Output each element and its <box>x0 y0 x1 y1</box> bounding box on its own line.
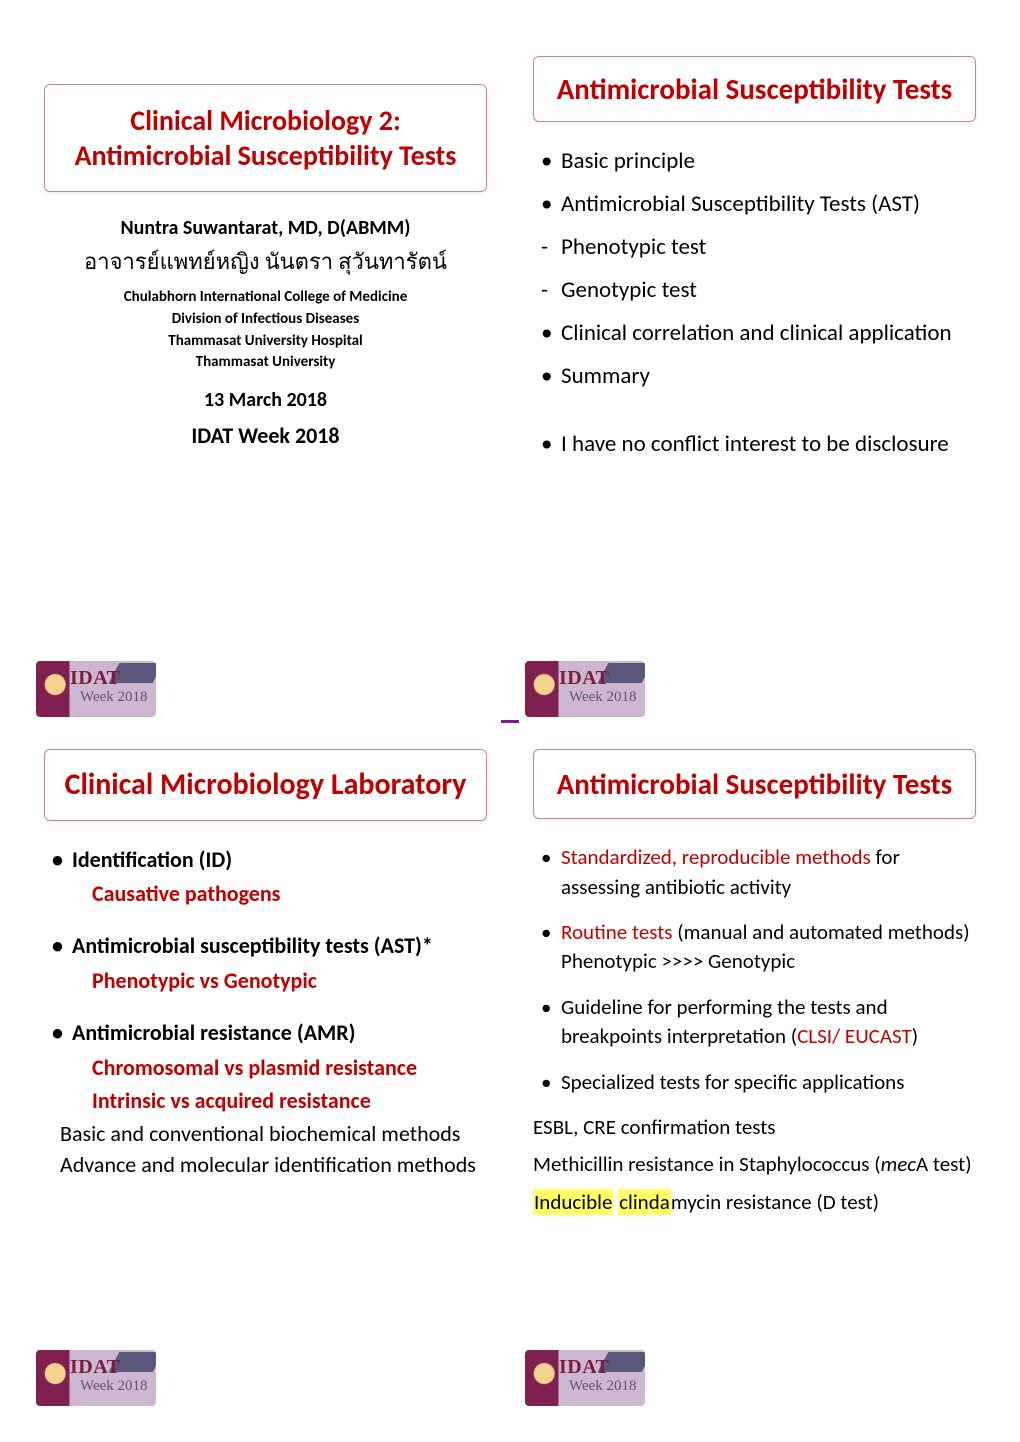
affiliation-line: Thammasat University Hospital <box>38 331 493 353</box>
list-item: Clinical correlation and clinical applic… <box>539 318 974 349</box>
logo-background: IDAT Week 2018 <box>36 661 156 717</box>
idat-week-logo: IDAT Week 2018 <box>525 661 645 717</box>
slide-4-ast: Antimicrobial Susceptibility Tests Stand… <box>519 737 990 1412</box>
author-block: Nuntra Suwantarat, MD, D(ABMM) อาจารย์แพ… <box>38 216 493 449</box>
slide-title: Clinical Microbiology Laboratory <box>51 766 480 804</box>
slide-title-box: Antimicrobial Susceptibility Tests <box>533 749 976 819</box>
disclosure-line: I have no conflict interest to be disclo… <box>539 429 974 460</box>
highlighted-text: Inducible <box>533 1189 613 1215</box>
topic-subline: Causative pathogens <box>92 880 493 907</box>
slide-title-line: Antimicrobial Susceptibility Tests <box>55 138 476 173</box>
list-item: Summary <box>539 361 974 392</box>
topic-head: Antimicrobial resistance (AMR) <box>50 1018 485 1048</box>
idat-week-logo: IDAT Week 2018 <box>36 661 156 717</box>
specialized-test-line: Methicillin resistance in Staphylococcus… <box>533 1150 982 1179</box>
ast-list: Standardized, reproducible methods for a… <box>527 843 982 1097</box>
presentation-date: 13 March 2018 <box>38 388 493 412</box>
plain-text: (manual and automated methods) <box>673 919 970 945</box>
logo-text-top: IDAT <box>559 1356 610 1379</box>
plain-text: mycin resistance (D test) <box>671 1189 879 1215</box>
list-item: Phenotypic test <box>539 232 974 263</box>
plain-text: Phenotypic >>>> Genotypic <box>561 948 795 974</box>
logo-background: IDAT Week 2018 <box>525 661 645 717</box>
author-name-en: Nuntra Suwantarat, MD, D(ABMM) <box>38 216 493 240</box>
emphasis-text: Standardized, reproducible methods <box>561 844 871 870</box>
idat-week-logo: IDAT Week 2018 <box>525 1350 645 1406</box>
author-name-th: อาจารย์แพทย์หญิง นันตรา สุวันทารัตน์ <box>38 244 493 279</box>
specialized-test-line: ESBL, CRE confirmation tests <box>533 1113 982 1142</box>
gene-name: mec <box>881 1151 916 1177</box>
topic-group-ast: Antimicrobial susceptibility tests (AST)… <box>38 931 493 994</box>
list-item: Guideline for performing the tests and b… <box>539 993 974 1052</box>
highlighted-text: clinda <box>618 1189 671 1215</box>
outline-list: Basic principle Antimicrobial Susceptibi… <box>527 146 982 459</box>
topic-group-id: Identification (ID) Causative pathogens <box>38 845 493 908</box>
slide-title: Antimicrobial Susceptibility Tests <box>540 766 969 802</box>
slide-grid: Clinical Microbiology 2: Antimicrobial S… <box>0 0 1020 1442</box>
list-item: Standardized, reproducible methods for a… <box>539 843 974 902</box>
logo-background: IDAT Week 2018 <box>525 1350 645 1406</box>
slide-1-title: Clinical Microbiology 2: Antimicrobial S… <box>30 48 501 723</box>
logo-text-bottom: Week 2018 <box>80 689 148 706</box>
specialized-test-line: Inducible clindamycin resistance (D test… <box>533 1188 982 1217</box>
affiliation-line: Thammasat University <box>38 352 493 374</box>
topic-subline: Phenotypic vs Genotypic <box>92 967 493 994</box>
affiliation-line: Chulabhorn International College of Medi… <box>38 287 493 309</box>
emphasis-text: CLSI/ EUCAST <box>797 1023 912 1049</box>
emphasis-text: Routine tests <box>561 919 673 945</box>
plain-text: Methicillin resistance in Staphylococcus… <box>533 1151 881 1177</box>
slide-title-box: Clinical Microbiology Laboratory <box>44 749 487 821</box>
logo-text-bottom: Week 2018 <box>569 689 637 706</box>
list-item: Antimicrobial Susceptibility Tests (AST) <box>539 189 974 220</box>
topic-head: Antimicrobial susceptibility tests (AST)… <box>50 931 485 961</box>
idat-week-logo: IDAT Week 2018 <box>36 1350 156 1406</box>
list-item: Specialized tests for specific applicati… <box>539 1068 974 1097</box>
footer-line: Basic and conventional biochemical metho… <box>60 1120 493 1147</box>
logo-text-bottom: Week 2018 <box>569 1378 637 1395</box>
logo-text-top: IDAT <box>559 667 610 690</box>
slide-title: Antimicrobial Susceptibility Tests <box>542 71 967 107</box>
logo-background: IDAT Week 2018 <box>36 1350 156 1406</box>
topic-subline: Chromosomal vs plasmid resistance <box>92 1054 493 1081</box>
topic-head: Identification (ID) <box>50 845 485 875</box>
slide-title-line: Clinical Microbiology 2: <box>55 103 476 138</box>
logo-text-top: IDAT <box>70 1356 121 1379</box>
slide-title-box: Clinical Microbiology 2: Antimicrobial S… <box>44 84 487 192</box>
event-name: IDAT Week 2018 <box>38 422 493 449</box>
logo-text-top: IDAT <box>70 667 121 690</box>
list-item: Genotypic test <box>539 275 974 306</box>
list-item: Routine tests (manual and automated meth… <box>539 918 974 977</box>
slide-2-overview: Antimicrobial Susceptibility Tests Basic… <box>519 48 990 723</box>
footer-line: Advance and molecular identification met… <box>60 1151 493 1178</box>
list-item: Basic principle <box>539 146 974 177</box>
plain-text: A test) <box>916 1151 972 1177</box>
topic-subline: Intrinsic vs acquired resistance <box>92 1087 493 1114</box>
slide-title-box: Antimicrobial Susceptibility Tests <box>533 56 976 122</box>
plain-text: ) <box>912 1023 918 1049</box>
topic-group-amr: Antimicrobial resistance (AMR) Chromosom… <box>38 1018 493 1114</box>
logo-text-bottom: Week 2018 <box>80 1378 148 1395</box>
slide-3-lab: Clinical Microbiology Laboratory Identif… <box>30 737 501 1412</box>
affiliation-line: Division of Infectious Diseases <box>38 309 493 331</box>
